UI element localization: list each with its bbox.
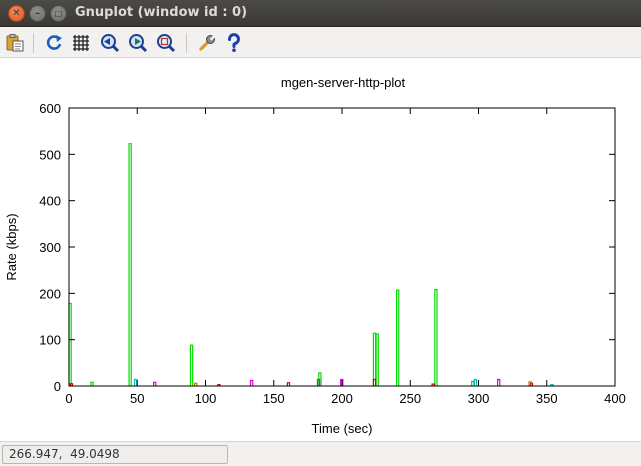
help-icon: [228, 33, 240, 52]
autoscale-icon: [157, 34, 176, 53]
autoscale-button[interactable]: [155, 32, 177, 54]
y-tick-label: 300: [39, 240, 61, 255]
rate-bar: [90, 381, 94, 386]
rate-bar: [372, 332, 377, 386]
rate-bar: [550, 384, 554, 386]
x-tick-label: 150: [263, 391, 285, 406]
x-axis-label: Time (sec): [312, 421, 373, 436]
zoom-previous-button[interactable]: [99, 32, 121, 54]
grid-button[interactable]: [71, 32, 93, 54]
rate-bar: [217, 384, 221, 386]
rate-bar: [133, 378, 138, 386]
y-tick-label: 100: [39, 333, 61, 348]
rate-bar: [497, 378, 501, 386]
minimize-icon: –: [35, 7, 40, 19]
help-button[interactable]: [223, 32, 245, 54]
replot-icon: [46, 35, 62, 50]
rate-bar: [153, 381, 157, 386]
maximize-icon: □: [54, 8, 63, 18]
rate-bar: [471, 380, 475, 386]
chart: 0 50 100 150 200 250 300 350 400 0 100 200 300 400 500…: [4, 101, 626, 436]
rate-bar: [375, 333, 379, 386]
rate-bar: [372, 378, 377, 386]
x-tick-label: 200: [331, 391, 353, 406]
y-tick-label: 400: [39, 194, 61, 209]
statusbar: 266.947, 49.0498: [0, 441, 641, 466]
y-tick-label: 0: [54, 379, 61, 394]
zoom-previous-icon: [101, 34, 120, 53]
zoom-next-button[interactable]: [127, 32, 149, 54]
rate-bar: [434, 289, 438, 386]
rate-bar: [473, 378, 478, 386]
plot-border: [68, 107, 616, 387]
rate-bar: [128, 143, 132, 386]
close-window-button[interactable]: ✕: [8, 5, 25, 22]
close-icon: ✕: [12, 7, 21, 19]
window-titlebar: ✕ – □ Gnuplot (window id : 0): [0, 0, 641, 27]
replot-button[interactable]: [43, 32, 65, 54]
x-tick-label: 350: [536, 391, 558, 406]
y-tick-label: 600: [39, 101, 61, 116]
toolbar-separator: [186, 33, 187, 53]
toolbar: [0, 27, 641, 58]
configure-icon: [199, 35, 216, 51]
rate-bar: [249, 379, 254, 386]
x-tick-label: 250: [399, 391, 421, 406]
window-title: Gnuplot (window id : 0): [75, 5, 248, 20]
zoom-next-icon: [129, 34, 148, 53]
x-tick-label: 0: [65, 391, 72, 406]
x-tick-label: 100: [195, 391, 217, 406]
x-tick-label: 400: [604, 391, 626, 406]
copy-to-clipboard-icon: [6, 34, 24, 52]
minimize-window-button[interactable]: –: [29, 5, 46, 22]
y-tick-label: 200: [39, 286, 61, 301]
rate-bar: [286, 382, 291, 386]
x-tick-label: 300: [468, 391, 490, 406]
rate-bar: [396, 289, 400, 386]
grid-icon: [73, 35, 89, 51]
y-axis-label: Rate (kbps): [4, 213, 19, 280]
rate-bar: [340, 378, 344, 386]
chart-title: mgen-server-http-plot: [280, 75, 406, 90]
rate-bar: [528, 381, 532, 386]
toolbar-separator: [33, 33, 34, 53]
rate-bar: [69, 383, 74, 386]
rate-bar: [316, 378, 321, 386]
rate-bar: [431, 383, 435, 386]
configure-button[interactable]: [196, 32, 218, 54]
coordinates-readout: 266.947, 49.0498: [2, 445, 228, 464]
maximize-window-button[interactable]: □: [50, 5, 67, 22]
rate-bar: [189, 344, 194, 386]
x-tick-label: 50: [130, 391, 144, 406]
plot-canvas[interactable]: 0 50 100 150 200 250 300 350 400 0 100 200 300 400 500…: [0, 58, 641, 441]
rate-bar: [193, 382, 198, 386]
y-tick-label: 500: [39, 147, 61, 162]
copy-to-clipboard-button[interactable]: [4, 32, 26, 54]
